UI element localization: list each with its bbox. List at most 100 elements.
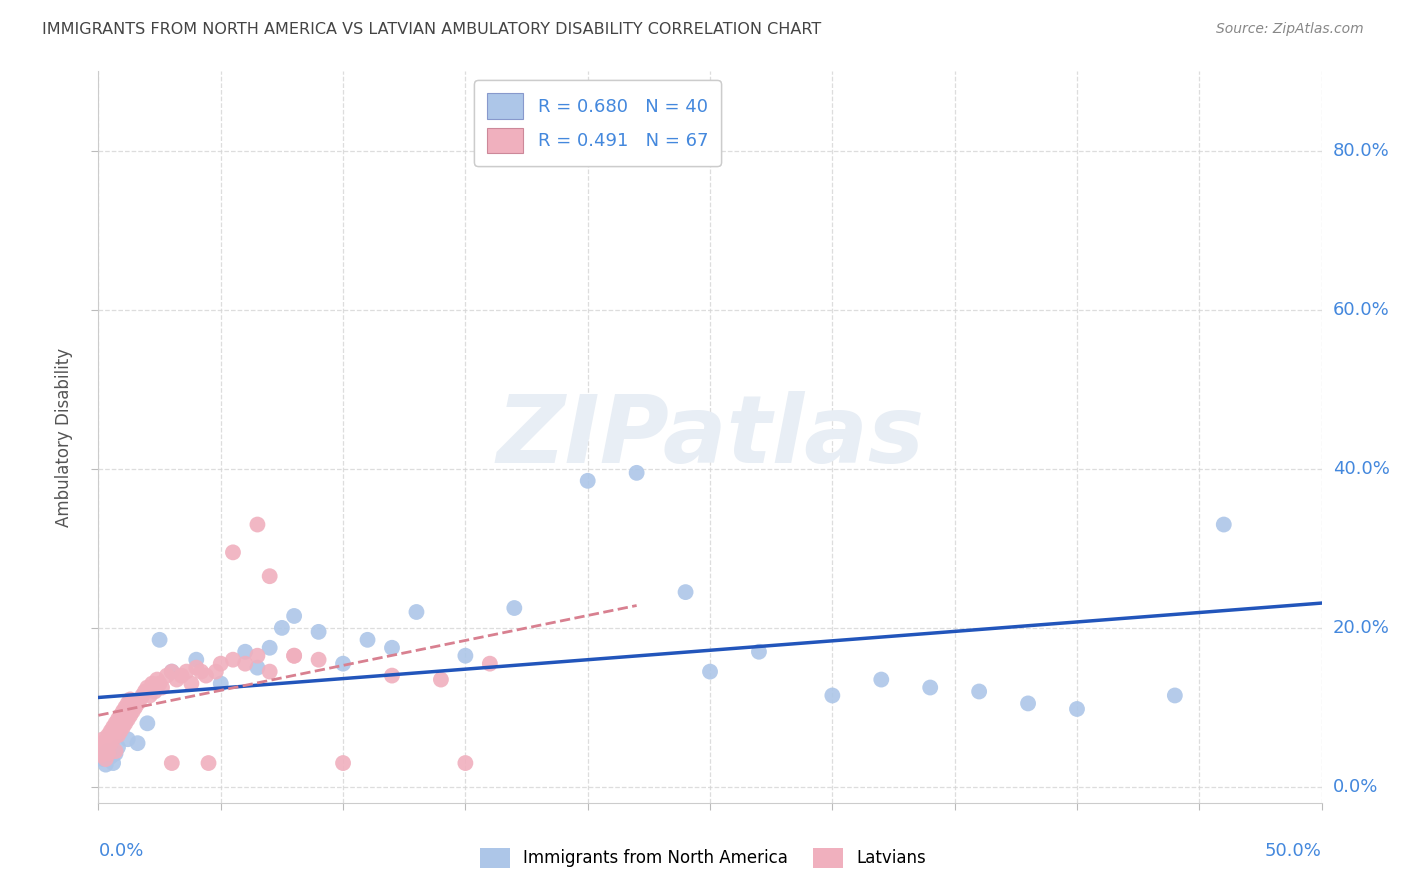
Point	[121, 705, 143, 719]
Point	[90, 736, 112, 750]
Point	[134, 684, 156, 698]
Point	[1212, 517, 1234, 532]
Point	[107, 740, 129, 755]
Point	[149, 632, 172, 647]
Point	[1066, 702, 1088, 716]
Text: 0.0%: 0.0%	[1333, 778, 1378, 796]
Point	[308, 653, 330, 667]
Legend: R = 0.680   N = 40, R = 0.491   N = 67: R = 0.680 N = 40, R = 0.491 N = 67	[474, 80, 721, 166]
Point	[100, 724, 122, 739]
Point	[94, 757, 117, 772]
Point	[821, 689, 844, 703]
Point	[356, 632, 378, 647]
Point	[308, 624, 330, 639]
Point	[190, 665, 212, 679]
Text: 20.0%: 20.0%	[1333, 619, 1389, 637]
Point	[156, 668, 179, 682]
Point	[166, 673, 188, 687]
Point	[114, 700, 136, 714]
Point	[259, 665, 281, 679]
Point	[101, 732, 124, 747]
Point	[246, 517, 269, 532]
Point	[186, 653, 208, 667]
Legend: Immigrants from North America, Latvians: Immigrants from North America, Latvians	[474, 841, 932, 875]
Text: 60.0%: 60.0%	[1333, 301, 1389, 318]
Point	[90, 748, 112, 763]
Point	[405, 605, 427, 619]
Y-axis label: Ambulatory Disability: Ambulatory Disability	[55, 348, 73, 526]
Point	[259, 569, 281, 583]
Point	[1164, 689, 1187, 703]
Point	[967, 684, 990, 698]
Point	[111, 720, 134, 734]
Point	[91, 744, 114, 758]
Point	[576, 474, 599, 488]
Point	[283, 648, 305, 663]
Point	[101, 756, 124, 770]
Point	[270, 621, 294, 635]
Point	[209, 676, 232, 690]
Point	[94, 740, 117, 755]
Point	[246, 660, 269, 674]
Text: Source: ZipAtlas.com: Source: ZipAtlas.com	[1216, 22, 1364, 37]
Point	[114, 716, 136, 731]
Point	[381, 668, 404, 682]
Point	[97, 728, 120, 742]
Point	[332, 657, 354, 671]
Point	[111, 705, 134, 719]
Point	[454, 648, 477, 663]
Point	[97, 744, 120, 758]
Point	[100, 749, 122, 764]
Point	[120, 708, 142, 723]
Point	[699, 665, 721, 679]
Text: ZIPatlas: ZIPatlas	[496, 391, 924, 483]
Point	[160, 665, 183, 679]
Text: IMMIGRANTS FROM NORTH AMERICA VS LATVIAN AMBULATORY DISABILITY CORRELATION CHART: IMMIGRANTS FROM NORTH AMERICA VS LATVIAN…	[42, 22, 821, 37]
Point	[160, 756, 183, 770]
Point	[195, 668, 218, 682]
Point	[233, 645, 256, 659]
Point	[97, 747, 120, 761]
Point	[124, 700, 146, 714]
Point	[107, 728, 129, 742]
Point	[160, 665, 183, 679]
Point	[283, 609, 305, 624]
Point	[91, 752, 114, 766]
Text: 40.0%: 40.0%	[1333, 460, 1389, 478]
Point	[120, 692, 142, 706]
Point	[197, 756, 219, 770]
Point	[150, 681, 173, 695]
Point	[259, 640, 281, 655]
Point	[110, 708, 132, 723]
Point	[136, 681, 159, 695]
Point	[454, 756, 477, 770]
Point	[283, 648, 305, 663]
Point	[104, 716, 127, 731]
Point	[626, 466, 648, 480]
Point	[139, 689, 162, 703]
Point	[186, 660, 208, 674]
Point	[91, 732, 114, 747]
Point	[503, 601, 526, 615]
Point	[101, 720, 124, 734]
Point	[143, 684, 166, 698]
Point	[478, 657, 501, 671]
Point	[381, 640, 404, 655]
Point	[129, 692, 152, 706]
Point	[176, 665, 198, 679]
Point	[104, 744, 127, 758]
Point	[90, 748, 112, 763]
Point	[1017, 697, 1039, 711]
Point	[104, 747, 127, 761]
Point	[430, 673, 453, 687]
Point	[222, 545, 245, 559]
Point	[117, 697, 139, 711]
Point	[246, 648, 269, 663]
Point	[209, 657, 232, 671]
Point	[675, 585, 697, 599]
Point	[141, 676, 163, 690]
Point	[870, 673, 893, 687]
Point	[920, 681, 942, 695]
Point	[222, 653, 245, 667]
Text: 50.0%: 50.0%	[1265, 842, 1322, 860]
